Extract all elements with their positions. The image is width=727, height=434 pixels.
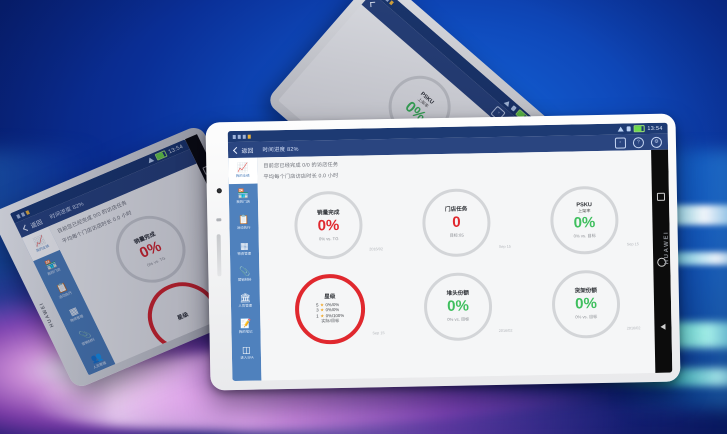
star-level: 1 [316,313,319,319]
gauge-footer: 0% vs. 目标 [447,316,470,322]
star-icon: ★ [320,307,325,313]
gauge-date: 2016/02 [626,326,641,331]
time-progress-label: 时间进度 82% [262,146,299,154]
gauge-ring-store-tasks: 门店任务 0 目标:85 [421,188,492,258]
battery-icon [633,125,645,133]
gauge-ring-display-share: 堆头份额 0% 0% vs. 目标 [423,272,493,342]
star-level: 5 [316,302,319,308]
sidebar-item-label: 我的业绩 [236,173,250,178]
sidebar-item-label: 活动执行 [237,225,251,230]
gauge-date: Sep 15 [498,244,511,249]
paperclip-icon: 📎 [239,266,251,277]
gauge-cell-star-rating[interactable]: 星级 5 ★ 0%/0% 3 ★ [265,267,395,351]
note-icon: 📝 [240,318,252,329]
gauge-ring-shelf-share: 货架份额 0% 0% vs. 目标 [551,269,621,339]
back-label: 返回 [29,219,44,230]
gauge-date: Sep 15 [626,242,639,247]
gauge-ring-psku: PSKU 上架率 0% 0% vs. 目标 [549,185,620,255]
wifi-icon [504,99,512,107]
sim-icon [626,126,631,132]
gauge-title: 门店任务 [444,206,468,213]
tablet-main-bezel: 13:54 返回 时间进度 82% ▫ ? ⚙ [227,122,673,382]
speaker-grille [216,234,222,277]
chevron-left-icon [232,146,241,154]
card-icon: ◫ [241,344,251,355]
sidebar-item-enter-sfa[interactable]: ◫ 进入SFA [232,340,261,367]
status-left-icons [232,134,251,139]
gauge-value: 0% [573,213,596,231]
main-content: 目前您已经完成 0/0 的访店任务 平均每个门店访店时长 0.0 小时 销量完成… [257,149,656,381]
gauge-title: 星级 [324,293,336,301]
sidebar-item-label: 营销材料 [238,277,252,282]
star-value: 0%/0% [325,301,340,308]
gauge-title: 销量完成 [316,209,340,216]
people-icon: 🏛 [239,292,252,303]
sidebar-item-my-notes[interactable]: 📝 我的笔记 [231,314,260,341]
message-icon[interactable]: ▫ [614,136,627,149]
gauge-grid: 销量完成 0% 0% vs. TG 2016/02 门店任务 0 目标: [264,178,651,351]
chevron-left-icon [22,224,30,231]
star-level: 3 [316,307,319,313]
sidebar-item-my-performance[interactable]: 📈 我的业绩 [228,157,258,185]
sidebar-item-label: 物资管理 [237,251,252,256]
star-rows: 5 ★ 0%/0% 3 ★ 0%/0% [316,301,344,319]
device-tablet-main: HUAWEI 13:54 返回 [205,113,681,391]
grid-icon: ▦ [239,240,249,251]
store-icon: 🏪 [237,188,250,199]
chart-icon: 📈 [237,162,249,173]
sidebar-item-my-stores[interactable]: 🏪 我的门店 [229,184,258,211]
sidebar-item-label: 人员管理 [238,303,253,308]
gauge-date: 2016/02 [498,328,513,333]
star-footer: 实际/目标 [321,318,340,324]
gauge-cell-shelf-share[interactable]: 货架份额 0% 0% vs. 目标 2016/02 [521,262,651,346]
gauge-ring-sales: 销量完成 0% 0% vs. TG [293,190,364,260]
sidebar-item-label: 进入SFA [239,355,254,360]
sidebar-item-material-management[interactable]: ▦ 物资管理 [230,236,259,263]
sidebar-item-label: 我的门店 [236,199,251,204]
wifi-icon [617,127,623,132]
sidebar: 📈 我的业绩 🏪 我的门店 📋 活动执行 ▦ 物资管理 [228,157,262,382]
back-button[interactable]: 返回 [232,145,254,155]
star-value: 0%/0% [325,307,340,313]
back-button-top[interactable] [370,1,377,8]
gauge-value: 0 [452,213,461,231]
back-label: 返回 [241,148,254,155]
gauge-footer: 0% vs. 目标 [573,232,596,238]
star-icon: ★ [319,302,325,308]
gauge-cell-display-share[interactable]: 堆头份额 0% 0% vs. 目标 2016/02 [393,265,523,349]
gauge-title: 货架份额 [574,288,598,295]
gauge-ring-star-rating: 星级 5 ★ 0%/0% 3 ★ [294,273,366,345]
sim-icon [510,104,517,112]
gauge-date: Sep 15 [372,331,385,336]
gauge-footer: 0% vs. TG [318,235,339,241]
gauge-cell-store-tasks[interactable]: 门店任务 0 目标:85 Sep 15 [392,181,522,265]
brand-logo-main: HUAWEI [663,230,671,265]
gauge-cell-sales[interactable]: 销量完成 0% 0% vs. TG 2016/02 [264,183,394,267]
sidebar-item-staff-management[interactable]: 🏛 人员管理 [231,288,260,315]
help-icon[interactable]: ? [632,136,645,148]
gauge-date: 2016/02 [369,247,383,252]
gauge-title: 堆头份额 [446,290,470,297]
gauge-value: 0% [447,297,470,315]
gauge-footer: 目标:85 [449,232,464,238]
app-body: 📈 我的业绩 🏪 我的门店 📋 活动执行 ▦ 物资管理 [228,149,673,382]
sidebar-item-activity-execution[interactable]: 📋 活动执行 [229,210,258,237]
clipboard-icon: 📋 [238,214,250,225]
gauge-value: 0% [317,216,340,234]
gauge-value: 0% [575,295,598,313]
gauge-cell-psku[interactable]: PSKU 上架率 0% 0% vs. 目标 Sep 15 [520,178,650,262]
chevron-left-icon [370,1,376,7]
port-icon [216,218,222,222]
gauge-footer: 0% vs. 目标 [575,314,598,320]
wifi-icon [146,157,154,164]
sidebar-item-marketing-materials[interactable]: 📎 营销材料 [230,262,259,289]
gauge-subtitle: 上架率 [577,207,591,213]
sidebar-item-label: 我的笔记 [239,329,253,334]
front-camera-icon [216,188,222,194]
tablet-main-screen: 13:54 返回 时间进度 82% ▫ ? ⚙ [227,122,673,382]
app-bar-icons: ▫ ? ⚙ [614,136,663,149]
